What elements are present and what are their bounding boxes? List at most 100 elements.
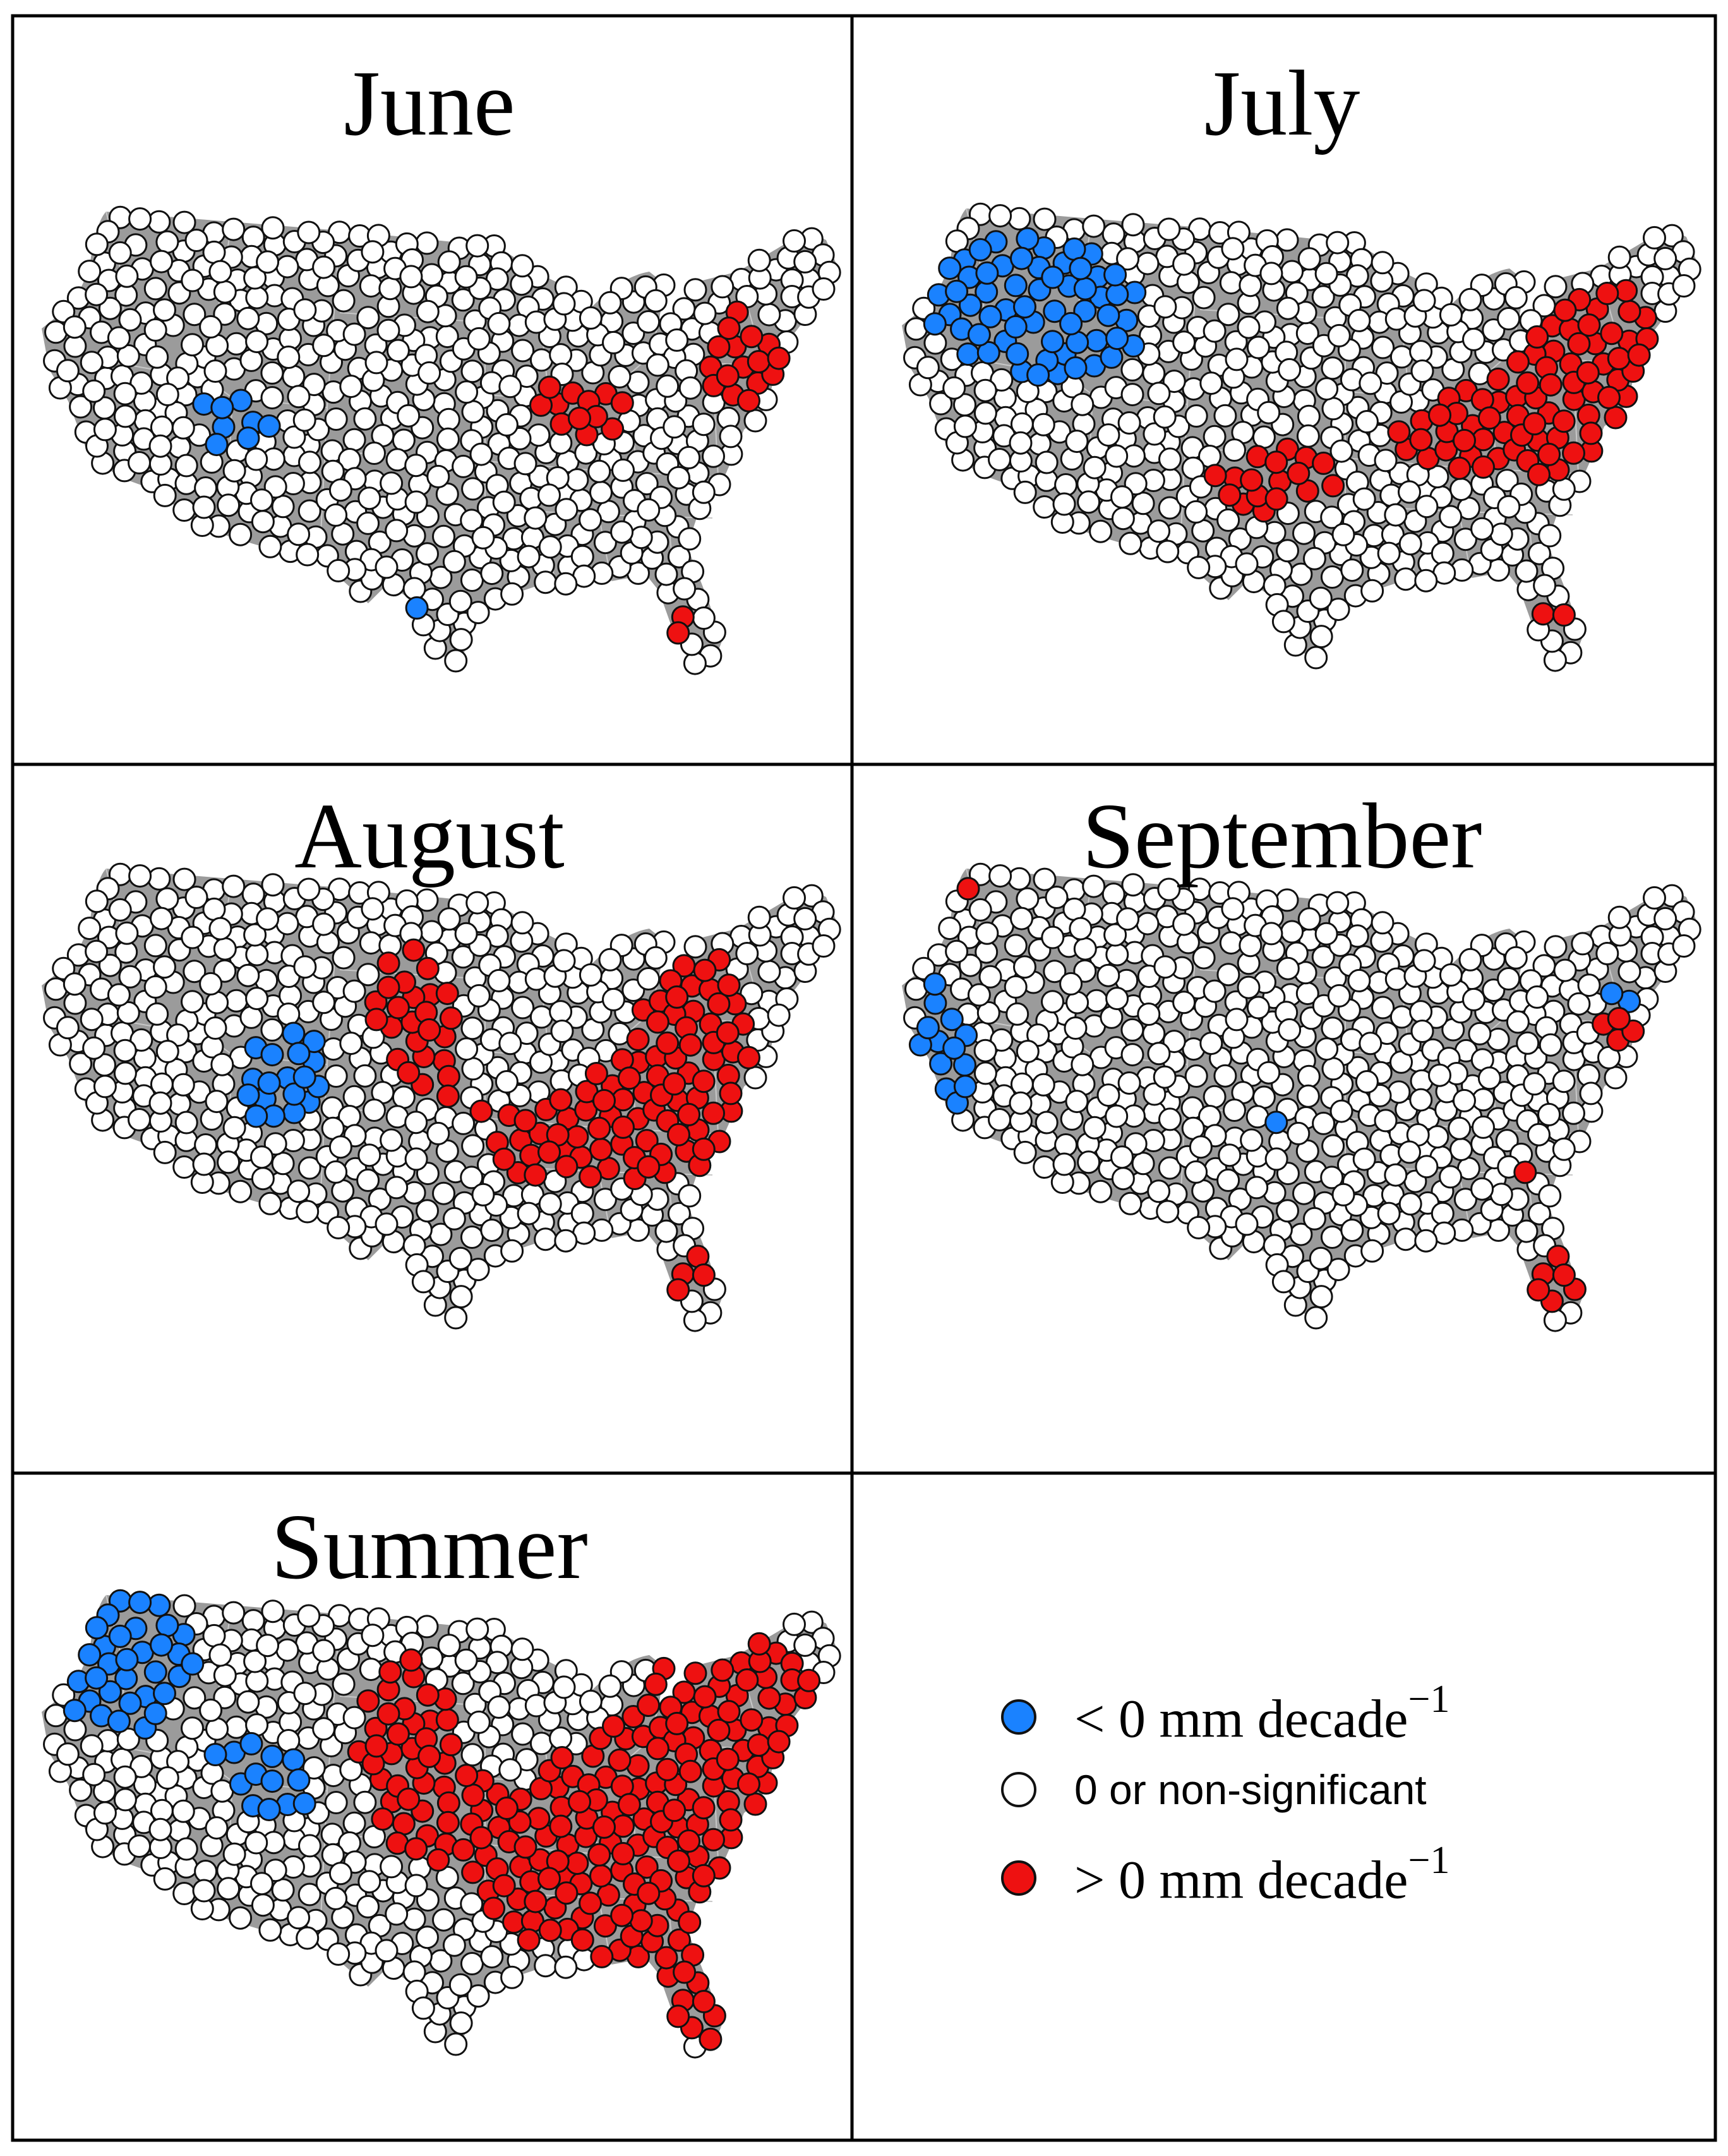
station-marker-neutral: [217, 493, 241, 517]
station-marker-neutral: [375, 1212, 399, 1236]
station-marker-positive: [719, 1808, 743, 1832]
station-marker-neutral: [945, 939, 969, 963]
station-marker-neutral: [942, 376, 966, 400]
panel-title-july: July: [1204, 52, 1360, 155]
station-marker-neutral: [747, 248, 771, 272]
station-marker-neutral: [1453, 527, 1477, 551]
station-marker-negative: [958, 293, 982, 317]
station-marker-negative: [150, 1633, 173, 1657]
station-marker-neutral: [1409, 1000, 1433, 1024]
station-marker-neutral: [436, 407, 460, 431]
station-marker-neutral: [975, 921, 999, 945]
station-marker-neutral: [385, 519, 409, 543]
station-marker-positive: [747, 1632, 771, 1656]
station-marker-neutral: [217, 1877, 241, 1901]
station-marker-positive: [692, 1990, 716, 2013]
station-marker-positive: [956, 877, 980, 901]
station-marker-neutral: [150, 250, 173, 274]
station-marker-neutral: [1329, 1099, 1353, 1123]
station-marker-neutral: [465, 1617, 489, 1641]
station-marker-positive: [1627, 343, 1651, 367]
station-marker-neutral: [1304, 646, 1328, 670]
station-marker-neutral: [293, 955, 317, 979]
station-marker-neutral: [145, 345, 169, 369]
station-marker-positive: [452, 1838, 476, 1862]
station-marker-neutral: [1331, 1183, 1355, 1207]
station-marker-neutral: [1026, 1023, 1050, 1047]
station-marker-neutral: [455, 1037, 479, 1061]
station-marker-neutral: [1276, 1199, 1299, 1223]
station-marker-positive: [461, 1860, 485, 1884]
station-marker-positive: [644, 1672, 668, 1696]
station-marker-neutral: [635, 472, 659, 496]
station-marker-neutral: [692, 606, 716, 630]
station-marker-positive: [436, 1791, 460, 1815]
station-marker-negative: [257, 1071, 281, 1095]
station-marker-neutral: [467, 1710, 491, 1734]
station-marker-neutral: [236, 963, 260, 987]
station-marker-neutral: [183, 303, 207, 327]
station-marker-neutral: [1016, 1040, 1040, 1063]
station-marker-neutral: [1203, 979, 1227, 1003]
legend-item-neutral: 0 or non-significant: [1001, 1766, 1427, 1814]
station-marker-neutral: [1045, 886, 1069, 909]
station-marker-neutral: [579, 508, 603, 532]
station-marker-neutral: [1147, 1042, 1171, 1066]
station-marker-positive: [1513, 1160, 1537, 1184]
station-marker-neutral: [271, 1878, 295, 1902]
station-marker-neutral: [1096, 963, 1120, 987]
station-marker-neutral: [973, 1061, 997, 1085]
station-marker-neutral: [69, 1052, 93, 1076]
station-marker-neutral: [80, 1734, 104, 1758]
station-marker-neutral: [113, 382, 137, 406]
station-marker-neutral: [1199, 1032, 1223, 1056]
station-marker-positive: [635, 1129, 659, 1153]
station-marker-neutral: [1458, 287, 1482, 311]
station-marker-neutral: [1355, 410, 1379, 433]
station-marker-neutral: [500, 582, 524, 606]
station-marker-neutral: [683, 935, 707, 959]
station-marker-neutral: [1225, 347, 1249, 371]
station-marker-neutral: [199, 315, 223, 339]
station-marker-positive: [469, 1099, 493, 1123]
station-marker-neutral: [385, 1902, 409, 1926]
panel-title-september: September: [1082, 785, 1482, 888]
station-marker-neutral: [386, 339, 410, 363]
station-marker-neutral: [637, 310, 661, 334]
station-marker-neutral: [222, 1601, 246, 1625]
station-marker-positive: [740, 1708, 764, 1732]
station-marker-neutral: [444, 1306, 468, 1330]
station-marker-neutral: [1292, 521, 1316, 545]
station-marker-neutral: [1595, 942, 1619, 965]
station-marker-neutral: [363, 1099, 386, 1122]
station-marker-neutral: [1071, 1052, 1095, 1076]
station-marker-neutral: [589, 481, 613, 505]
station-marker-neutral: [1495, 469, 1519, 493]
station-marker-positive: [716, 1021, 740, 1045]
station-marker-neutral: [312, 991, 336, 1015]
station-marker-positive: [665, 1711, 689, 1735]
station-marker-neutral: [1326, 231, 1350, 255]
station-marker-neutral: [128, 451, 151, 474]
station-marker-neutral: [356, 306, 380, 330]
station-marker-neutral: [480, 562, 504, 586]
station-marker-positive: [702, 1828, 725, 1852]
station-marker-positive: [610, 1903, 634, 1927]
station-marker-neutral: [277, 1003, 301, 1026]
station-marker-neutral: [282, 364, 306, 388]
station-marker-neutral: [245, 942, 269, 967]
station-marker-neutral: [1525, 985, 1549, 1009]
station-marker-neutral: [1320, 1226, 1344, 1249]
station-marker-neutral: [356, 963, 380, 987]
station-marker-neutral: [1653, 906, 1677, 930]
station-marker-neutral: [1239, 934, 1263, 958]
station-marker-neutral: [184, 229, 208, 252]
station-marker-neutral: [1105, 942, 1129, 967]
station-marker-neutral: [1221, 897, 1245, 921]
station-marker-neutral: [380, 471, 404, 495]
station-marker-neutral: [402, 577, 426, 601]
station-marker-neutral: [143, 975, 167, 999]
station-marker-neutral: [1309, 586, 1333, 610]
station-marker-positive: [589, 1864, 613, 1888]
station-marker-negative: [1600, 982, 1624, 1006]
